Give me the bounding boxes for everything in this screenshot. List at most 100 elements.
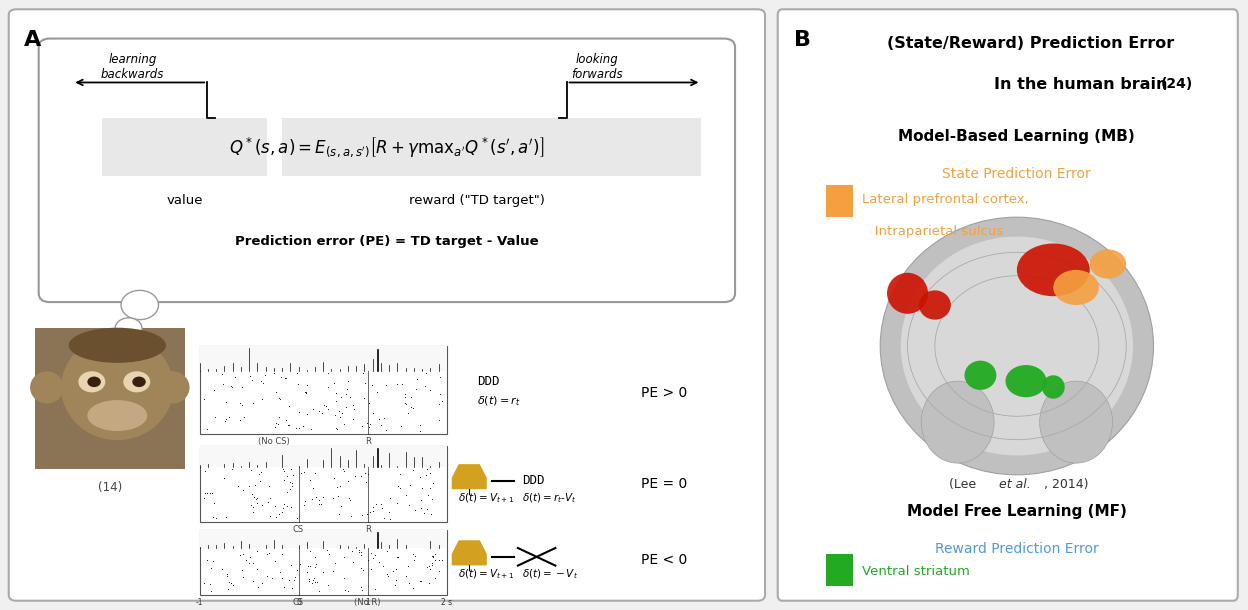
Point bbox=[215, 473, 235, 483]
Point bbox=[318, 382, 338, 392]
Point bbox=[270, 567, 290, 576]
Text: looking
forwards: looking forwards bbox=[570, 53, 623, 81]
Point bbox=[317, 401, 337, 411]
Text: Reward Prediction Error: Reward Prediction Error bbox=[935, 542, 1098, 556]
Point bbox=[232, 550, 252, 559]
Point bbox=[257, 548, 277, 558]
Point bbox=[241, 552, 261, 562]
Point bbox=[366, 550, 386, 560]
Point bbox=[278, 575, 298, 585]
Point bbox=[308, 495, 328, 505]
Point bbox=[319, 550, 339, 559]
Bar bbox=[200, 445, 447, 522]
Text: $\delta(t) = V_{t+1}$: $\delta(t) = V_{t+1}$ bbox=[458, 492, 514, 505]
Point bbox=[362, 564, 382, 574]
Point bbox=[308, 586, 328, 596]
Point bbox=[368, 414, 388, 423]
Point bbox=[323, 473, 343, 483]
Point bbox=[253, 378, 273, 388]
Point bbox=[397, 399, 417, 409]
Point bbox=[293, 421, 313, 431]
Point bbox=[303, 575, 323, 584]
Point bbox=[242, 489, 262, 499]
Point bbox=[248, 583, 268, 592]
Text: (No R): (No R) bbox=[354, 598, 381, 607]
Point bbox=[197, 425, 217, 434]
Bar bbox=[35, 328, 185, 469]
Point bbox=[387, 379, 407, 389]
Point bbox=[290, 407, 310, 417]
Point bbox=[265, 422, 285, 432]
Point bbox=[404, 556, 424, 565]
Point bbox=[392, 422, 412, 431]
Point bbox=[302, 578, 322, 588]
Point bbox=[243, 507, 263, 517]
Point bbox=[337, 384, 357, 394]
Point bbox=[262, 573, 282, 583]
Point bbox=[419, 578, 439, 588]
Point bbox=[221, 578, 241, 587]
Text: 1: 1 bbox=[366, 598, 371, 607]
Point bbox=[251, 476, 271, 486]
Point bbox=[245, 480, 265, 490]
Point bbox=[352, 585, 372, 595]
Point bbox=[399, 500, 419, 510]
Text: Model-Based Learning (MB): Model-Based Learning (MB) bbox=[899, 129, 1136, 145]
Text: $\delta(t) = -V_t$: $\delta(t) = -V_t$ bbox=[522, 567, 578, 581]
Point bbox=[217, 569, 237, 579]
Point bbox=[366, 499, 386, 509]
Point bbox=[416, 368, 436, 378]
Point bbox=[261, 493, 281, 503]
Point bbox=[403, 465, 423, 475]
Point bbox=[240, 481, 260, 491]
Point bbox=[421, 509, 441, 518]
Point bbox=[371, 499, 391, 509]
Point bbox=[391, 470, 411, 479]
Point bbox=[233, 486, 253, 495]
Point bbox=[431, 389, 451, 399]
Point bbox=[241, 465, 261, 475]
Point bbox=[277, 487, 297, 497]
Text: CS: CS bbox=[293, 598, 305, 607]
Point bbox=[311, 498, 331, 508]
Point bbox=[328, 509, 348, 519]
Bar bbox=[826, 185, 852, 217]
Point bbox=[280, 420, 300, 430]
Point bbox=[230, 398, 250, 408]
Point bbox=[225, 372, 245, 382]
Text: A: A bbox=[24, 30, 41, 50]
Point bbox=[398, 407, 418, 417]
Point bbox=[263, 368, 283, 378]
Point bbox=[399, 578, 419, 587]
Point bbox=[411, 472, 431, 482]
Point bbox=[406, 384, 426, 393]
Point bbox=[252, 467, 272, 477]
Point bbox=[270, 393, 290, 403]
Point bbox=[324, 378, 344, 388]
Ellipse shape bbox=[1017, 243, 1090, 296]
Point bbox=[426, 548, 446, 558]
Point bbox=[287, 368, 307, 378]
Point bbox=[418, 490, 438, 500]
Point bbox=[432, 396, 452, 406]
Point bbox=[376, 380, 396, 390]
Point bbox=[361, 548, 381, 558]
Point bbox=[419, 468, 439, 478]
Point bbox=[409, 420, 429, 430]
Point bbox=[419, 564, 439, 574]
Point bbox=[276, 373, 296, 382]
Point bbox=[429, 399, 449, 409]
Point bbox=[251, 376, 271, 386]
Point bbox=[230, 550, 250, 560]
Text: CS: CS bbox=[293, 525, 305, 534]
Point bbox=[272, 549, 292, 559]
Text: $\delta(t) = r_t{\text{-}}V_t$: $\delta(t) = r_t{\text{-}}V_t$ bbox=[522, 492, 577, 505]
Point bbox=[422, 494, 442, 504]
Circle shape bbox=[124, 371, 150, 392]
Point bbox=[396, 392, 416, 402]
FancyBboxPatch shape bbox=[778, 9, 1238, 601]
Point bbox=[404, 506, 424, 515]
Point bbox=[392, 379, 412, 389]
Bar bbox=[200, 346, 447, 371]
Point bbox=[243, 576, 263, 586]
